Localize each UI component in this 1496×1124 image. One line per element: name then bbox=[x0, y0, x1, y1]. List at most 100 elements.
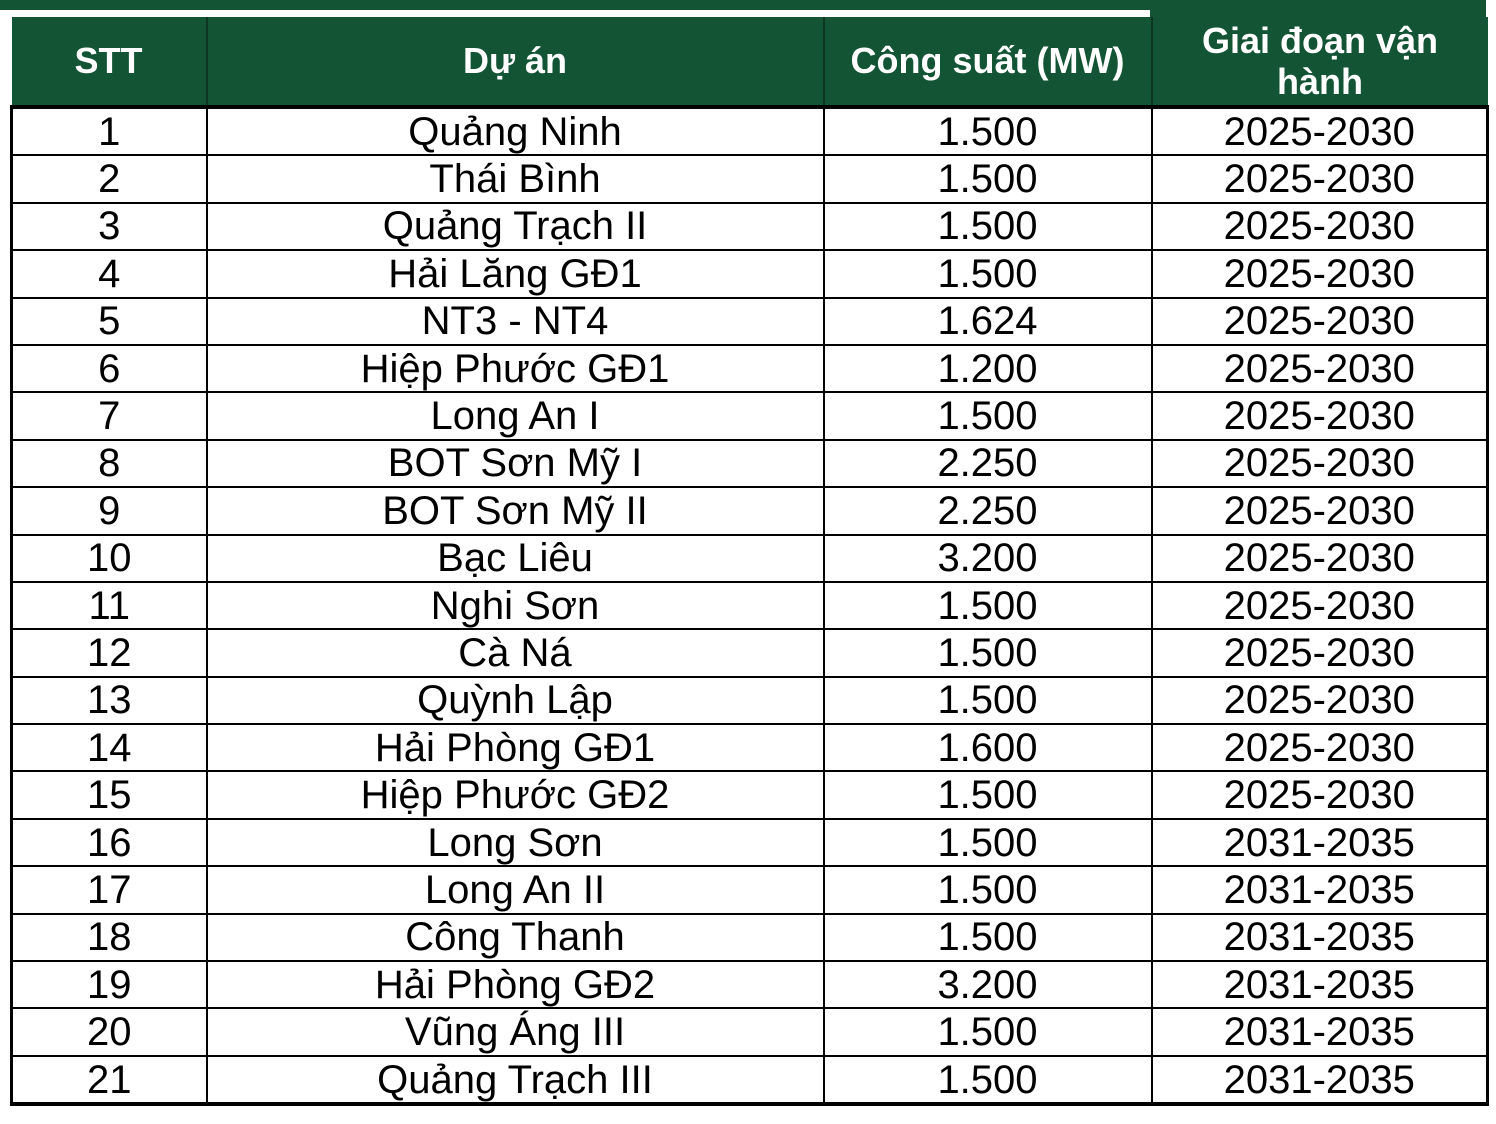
cell-period: 2031-2035 bbox=[1150, 960, 1489, 1010]
cell-capacity: 1.500 bbox=[822, 580, 1153, 631]
table-header: STT Dự án Công suất (MW) Giai đoạn vận h… bbox=[11, 17, 1488, 107]
cell-stt: 4 bbox=[10, 249, 208, 299]
cell-capacity: 1.500 bbox=[822, 154, 1153, 204]
cell-period: 2031-2035 bbox=[1150, 912, 1489, 963]
cell-project: Quỳnh Lập bbox=[205, 675, 825, 726]
cell-period: 2025-2030 bbox=[1150, 486, 1489, 536]
cell-stt: 8 bbox=[10, 438, 208, 489]
cell-period: 2025-2030 bbox=[1150, 438, 1489, 489]
cell-period: 2025-2030 bbox=[1150, 249, 1489, 299]
cell-capacity: 1.500 bbox=[822, 201, 1153, 252]
column-header-capacity: Công suất (MW) bbox=[822, 17, 1152, 107]
table-row: 5 NT3 - NT4 1.624 2025-2030 bbox=[10, 296, 1489, 346]
cell-project: Quảng Ninh bbox=[205, 104, 825, 157]
cell-project: BOT Sơn Mỹ II bbox=[205, 486, 825, 536]
cell-stt: 16 bbox=[10, 817, 208, 868]
cell-period: 2031-2035 bbox=[1150, 1054, 1489, 1107]
cell-capacity: 1.500 bbox=[822, 817, 1153, 868]
cell-stt: 21 bbox=[10, 1054, 208, 1107]
column-header-project: Dự án bbox=[205, 17, 824, 107]
table-row: 8 BOT Sơn Mỹ I 2.250 2025-2030 bbox=[10, 438, 1489, 489]
cell-period: 2025-2030 bbox=[1150, 533, 1489, 583]
cell-stt: 17 bbox=[10, 865, 208, 915]
cell-period: 2031-2035 bbox=[1150, 865, 1489, 915]
table-row: 10 Bạc Liêu 3.200 2025-2030 bbox=[10, 533, 1489, 583]
cell-capacity: 1.500 bbox=[822, 1007, 1153, 1057]
cell-period: 2025-2030 bbox=[1150, 104, 1489, 157]
cell-capacity: 1.200 bbox=[822, 343, 1153, 394]
cell-project: Hải Phòng GĐ1 bbox=[205, 723, 825, 773]
cell-stt: 7 bbox=[10, 391, 208, 441]
table-row: 4 Hải Lăng GĐ1 1.500 2025-2030 bbox=[10, 249, 1489, 299]
cell-period: 2025-2030 bbox=[1150, 580, 1489, 631]
table-body: 1 Quảng Ninh 1.500 2025-2030 2 Thái Bình 1.500… bbox=[10, 104, 1489, 1107]
cell-period: 2025-2030 bbox=[1150, 343, 1489, 394]
power-projects-table: STT Dự án Công suất (MW) Giai đoạn vận h… bbox=[10, 17, 1489, 1107]
cell-project: Vũng Áng III bbox=[205, 1007, 825, 1057]
cell-period: 2031-2035 bbox=[1150, 817, 1489, 868]
cell-stt: 19 bbox=[10, 960, 208, 1010]
table-row: 20 Vũng Áng III 1.500 2031-2035 bbox=[10, 1007, 1489, 1057]
cell-period: 2025-2030 bbox=[1150, 628, 1489, 678]
cell-capacity: 1.500 bbox=[822, 912, 1153, 963]
table-row: 7 Long An I 1.500 2025-2030 bbox=[10, 391, 1489, 441]
cell-project: Long An I bbox=[205, 391, 825, 441]
cell-period: 2031-2035 bbox=[1150, 1007, 1489, 1057]
cell-project: Bạc Liêu bbox=[205, 533, 825, 583]
cell-stt: 11 bbox=[10, 580, 208, 631]
table-row: 13 Quỳnh Lập 1.500 2025-2030 bbox=[10, 675, 1489, 726]
cell-capacity: 1.600 bbox=[822, 723, 1153, 773]
table-row: 11 Nghi Sơn 1.500 2025-2030 bbox=[10, 580, 1489, 631]
cell-project: Hải Lăng GĐ1 bbox=[205, 249, 825, 299]
cell-stt: 20 bbox=[10, 1007, 208, 1057]
cell-stt: 6 bbox=[10, 343, 208, 394]
cell-project: Hiệp Phước GĐ2 bbox=[205, 770, 825, 820]
cell-project: Cà Ná bbox=[205, 628, 825, 678]
table-row: 16 Long Sơn 1.500 2031-2035 bbox=[10, 817, 1489, 868]
cell-stt: 14 bbox=[10, 723, 208, 773]
cell-stt: 1 bbox=[10, 104, 208, 157]
table-row: 3 Quảng Trạch II 1.500 2025-2030 bbox=[10, 201, 1489, 252]
cell-stt: 10 bbox=[10, 533, 208, 583]
cell-project: Quảng Trạch II bbox=[205, 201, 825, 252]
cell-project: Long Sơn bbox=[205, 817, 825, 868]
cell-period: 2025-2030 bbox=[1150, 201, 1489, 252]
cell-stt: 2 bbox=[10, 154, 208, 204]
cell-project: Nghi Sơn bbox=[205, 580, 825, 631]
column-header-period: Giai đoạn vận hành bbox=[1150, 17, 1488, 107]
table-row: 9 BOT Sơn Mỹ II 2.250 2025-2030 bbox=[10, 486, 1489, 536]
cell-project: Hiệp Phước GĐ1 bbox=[205, 343, 825, 394]
cell-stt: 13 bbox=[10, 675, 208, 726]
cell-stt: 9 bbox=[10, 486, 208, 536]
column-header-stt: STT bbox=[11, 17, 207, 107]
cell-project: Hải Phòng GĐ2 bbox=[205, 960, 825, 1010]
cell-capacity: 1.500 bbox=[822, 770, 1153, 820]
cell-period: 2025-2030 bbox=[1150, 296, 1489, 346]
period-header-top-extension bbox=[1150, 0, 1486, 22]
cell-capacity: 2.250 bbox=[822, 438, 1153, 489]
cell-stt: 18 bbox=[10, 912, 208, 963]
cell-capacity: 1.500 bbox=[822, 1054, 1153, 1107]
cell-period: 2025-2030 bbox=[1150, 770, 1489, 820]
cell-capacity: 1.500 bbox=[822, 391, 1153, 441]
cell-project: Long An II bbox=[205, 865, 825, 915]
table-row: 12 Cà Ná 1.500 2025-2030 bbox=[10, 628, 1489, 678]
cell-stt: 3 bbox=[10, 201, 208, 252]
table-row: 2 Thái Bình 1.500 2025-2030 bbox=[10, 154, 1489, 204]
cell-period: 2025-2030 bbox=[1150, 723, 1489, 773]
cell-project: Thái Bình bbox=[205, 154, 825, 204]
cell-capacity: 2.250 bbox=[822, 486, 1153, 536]
table-row: 17 Long An II 1.500 2031-2035 bbox=[10, 865, 1489, 915]
cell-capacity: 1.500 bbox=[822, 675, 1153, 726]
top-green-strip bbox=[0, 0, 1486, 10]
table-row: 19 Hải Phòng GĐ2 3.200 2031-2035 bbox=[10, 960, 1489, 1010]
cell-capacity: 1.624 bbox=[822, 296, 1153, 346]
cell-project: Công Thanh bbox=[205, 912, 825, 963]
cell-stt: 15 bbox=[10, 770, 208, 820]
cell-capacity: 3.200 bbox=[822, 960, 1153, 1010]
cell-project: BOT Sơn Mỹ I bbox=[205, 438, 825, 489]
table-row: 21 Quảng Trạch III 1.500 2031-2035 bbox=[10, 1054, 1489, 1107]
cell-capacity: 1.500 bbox=[822, 104, 1153, 157]
cell-stt: 12 bbox=[10, 628, 208, 678]
